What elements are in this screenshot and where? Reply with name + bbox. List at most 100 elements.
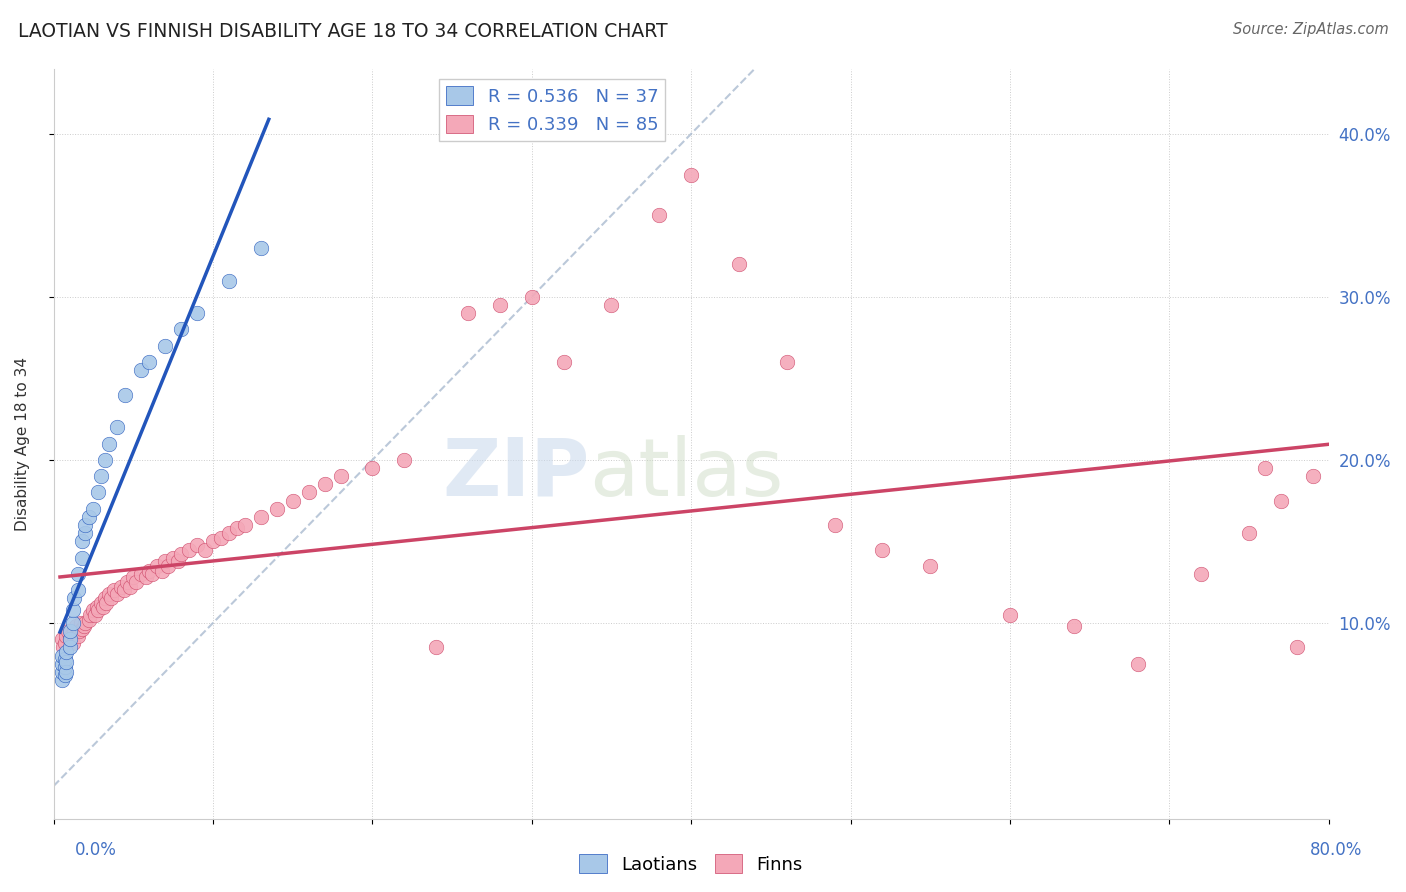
Point	[53, 668, 76, 682]
Point	[1285, 640, 1308, 655]
Point	[146, 558, 169, 573]
Point	[86, 599, 108, 614]
Point	[72, 534, 94, 549]
Point	[998, 607, 1021, 622]
Point	[314, 477, 336, 491]
Point	[457, 306, 479, 320]
Text: 0.0%: 0.0%	[75, 840, 117, 858]
Point	[425, 640, 447, 655]
Point	[75, 518, 97, 533]
Point	[79, 607, 101, 622]
Point	[141, 567, 163, 582]
Text: Source: ZipAtlas.com: Source: ZipAtlas.com	[1233, 22, 1389, 37]
Point	[55, 665, 77, 679]
Point	[138, 355, 160, 369]
Point	[120, 580, 142, 594]
Point	[90, 596, 112, 610]
Text: atlas: atlas	[589, 434, 783, 513]
Point	[122, 570, 145, 584]
Point	[55, 645, 77, 659]
Point	[553, 355, 575, 369]
Point	[218, 526, 240, 541]
Point	[51, 673, 73, 687]
Point	[110, 580, 132, 594]
Point	[329, 469, 352, 483]
Point	[63, 624, 86, 639]
Point	[91, 599, 114, 614]
Point	[194, 542, 217, 557]
Legend: R = 0.536   N = 37, R = 0.339   N = 85: R = 0.536 N = 37, R = 0.339 N = 85	[439, 79, 665, 141]
Point	[138, 564, 160, 578]
Point	[266, 501, 288, 516]
Point	[87, 485, 110, 500]
Point	[112, 583, 135, 598]
Point	[98, 436, 121, 450]
Point	[920, 558, 942, 573]
Point	[100, 591, 122, 606]
Point	[66, 629, 89, 643]
Point	[250, 241, 273, 255]
Point	[170, 322, 193, 336]
Point	[186, 538, 208, 552]
Point	[98, 586, 121, 600]
Point	[250, 510, 273, 524]
Point	[93, 591, 115, 606]
Point	[51, 657, 73, 671]
Point	[75, 526, 97, 541]
Point	[281, 493, 304, 508]
Point	[681, 168, 703, 182]
Point	[66, 583, 89, 598]
Point	[63, 591, 86, 606]
Point	[298, 485, 321, 500]
Point	[66, 567, 89, 582]
Point	[58, 624, 80, 639]
Point	[62, 615, 84, 630]
Point	[233, 518, 256, 533]
Point	[87, 603, 110, 617]
Point	[1189, 567, 1212, 582]
Point	[218, 273, 240, 287]
Point	[96, 596, 118, 610]
Point	[201, 534, 224, 549]
Point	[82, 501, 104, 516]
Point	[150, 564, 173, 578]
Point	[58, 632, 80, 647]
Point	[105, 420, 128, 434]
Point	[72, 623, 94, 637]
Point	[361, 461, 384, 475]
Point	[115, 575, 138, 590]
Point	[77, 613, 100, 627]
Point	[1237, 526, 1260, 541]
Point	[60, 629, 83, 643]
Point	[51, 665, 73, 679]
Point	[53, 635, 76, 649]
Point	[153, 554, 176, 568]
Point	[872, 542, 894, 557]
Point	[84, 607, 107, 622]
Point	[728, 257, 751, 271]
Point	[93, 453, 115, 467]
Text: 80.0%: 80.0%	[1309, 840, 1362, 858]
Point	[56, 624, 79, 639]
Point	[82, 603, 104, 617]
Point	[226, 521, 249, 535]
Point	[67, 624, 90, 639]
Point	[90, 469, 112, 483]
Point	[114, 387, 136, 401]
Text: LAOTIAN VS FINNISH DISABILITY AGE 18 TO 34 CORRELATION CHART: LAOTIAN VS FINNISH DISABILITY AGE 18 TO …	[18, 22, 668, 41]
Point	[55, 629, 77, 643]
Point	[129, 567, 152, 582]
Point	[1063, 619, 1085, 633]
Point	[776, 355, 799, 369]
Point	[58, 640, 80, 655]
Point	[824, 518, 846, 533]
Point	[186, 306, 208, 320]
Point	[125, 575, 148, 590]
Point	[489, 298, 512, 312]
Point	[1254, 461, 1277, 475]
Point	[1302, 469, 1324, 483]
Point	[177, 542, 200, 557]
Point	[58, 632, 80, 647]
Point	[62, 635, 84, 649]
Point	[209, 531, 232, 545]
